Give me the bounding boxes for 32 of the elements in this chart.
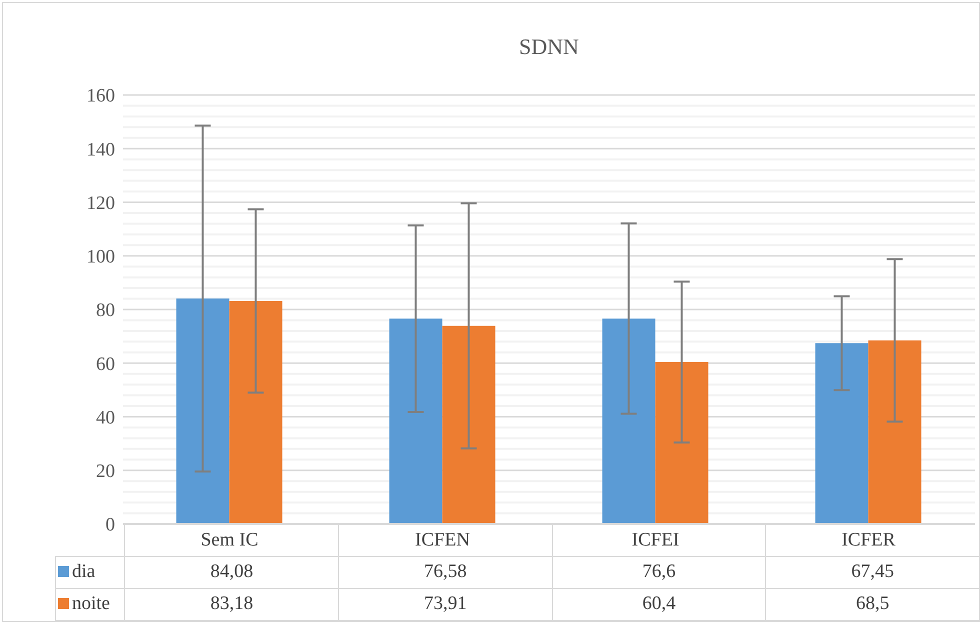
y-tick-label: 60 bbox=[96, 354, 115, 375]
legend-label: dia bbox=[56, 556, 125, 588]
data-label: 76,6 bbox=[552, 556, 766, 588]
bar bbox=[655, 362, 708, 524]
data-label: 60,4 bbox=[552, 588, 766, 620]
y-tick-label: 40 bbox=[96, 407, 115, 428]
y-tick-label: 100 bbox=[86, 246, 115, 268]
bar bbox=[602, 318, 656, 524]
data-label: 84,08 bbox=[124, 556, 339, 588]
x-tick-label: ICFER bbox=[842, 529, 896, 550]
y-tick-label: 80 bbox=[96, 300, 115, 322]
data-label: 67,45 bbox=[766, 556, 980, 588]
bar bbox=[868, 340, 922, 524]
data-label: 83,18 bbox=[124, 588, 339, 620]
y-tick-label: 160 bbox=[86, 86, 115, 107]
chart-title: SDNN bbox=[518, 34, 580, 60]
data-label: 73,91 bbox=[338, 588, 552, 620]
data-label: 68,5 bbox=[766, 588, 980, 620]
y-tick-label: 20 bbox=[96, 461, 115, 482]
x-tick-label: Sem IC bbox=[200, 529, 258, 550]
bar bbox=[815, 343, 868, 524]
x-tick-label: ICFEN bbox=[415, 529, 470, 550]
data-label: 76,58 bbox=[338, 556, 552, 588]
legend-label: noite bbox=[56, 588, 125, 620]
y-tick-label: 0 bbox=[106, 514, 115, 536]
x-tick-label: ICFEI bbox=[632, 529, 680, 550]
bar bbox=[229, 300, 282, 524]
bar bbox=[442, 326, 496, 524]
y-tick-label: 140 bbox=[86, 139, 115, 160]
bar bbox=[176, 298, 230, 524]
y-tick-label: 120 bbox=[86, 192, 115, 214]
bar bbox=[389, 318, 442, 524]
